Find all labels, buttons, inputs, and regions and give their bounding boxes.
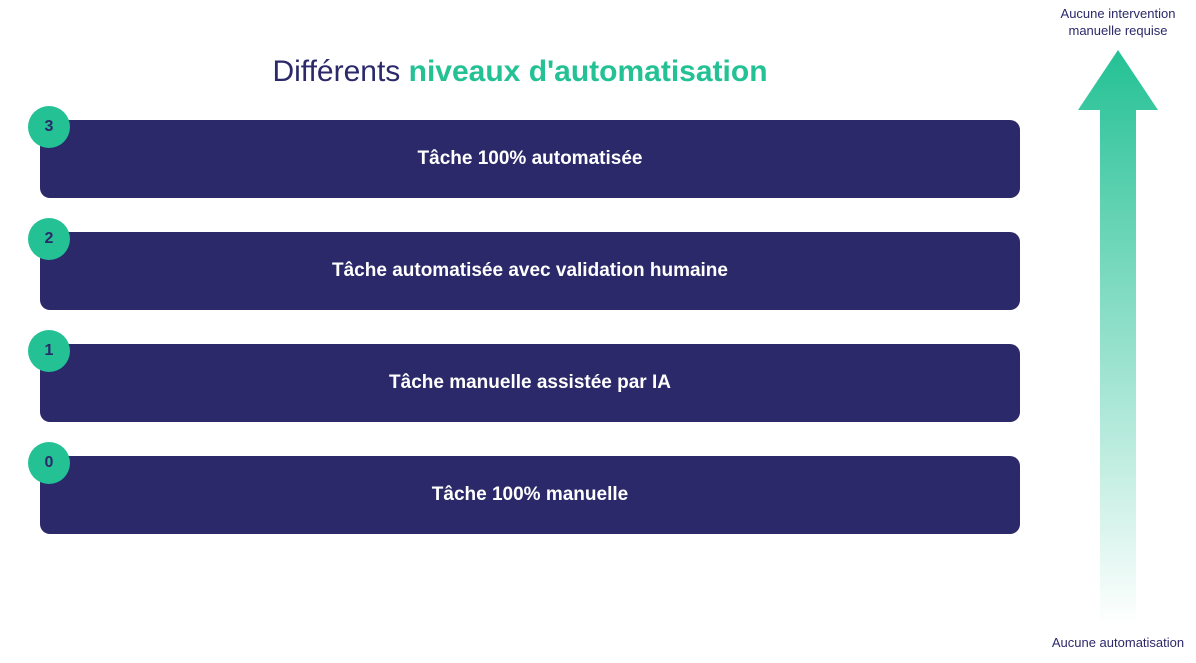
level-bar-3: Tâche 100% automatisée <box>40 120 1020 198</box>
page-title: Différents niveaux d'automatisation <box>0 55 1040 89</box>
level-number: 2 <box>45 230 54 248</box>
level-row-2: 2 Tâche automatisée avec validation huma… <box>40 232 1020 310</box>
level-badge-3: 3 <box>28 106 70 148</box>
level-label: Tâche 100% automatisée <box>418 148 643 170</box>
level-row-0: 0 Tâche 100% manuelle <box>40 456 1020 534</box>
level-bar-1: Tâche manuelle assistée par IA <box>40 344 1020 422</box>
level-badge-1: 1 <box>28 330 70 372</box>
level-badge-0: 0 <box>28 442 70 484</box>
arrow-bottom-label: Aucune automatisation <box>1040 635 1196 652</box>
level-number: 0 <box>45 454 54 472</box>
level-label: Tâche 100% manuelle <box>432 484 628 506</box>
levels-container: 3 Tâche 100% automatisée 2 Tâche automat… <box>40 120 1020 568</box>
level-number: 1 <box>45 342 54 360</box>
level-bar-2: Tâche automatisée avec validation humain… <box>40 232 1020 310</box>
arrow-top-label: Aucune intervention manuelle requise <box>1040 6 1196 40</box>
level-label: Tâche automatisée avec validation humain… <box>332 260 728 282</box>
level-badge-2: 2 <box>28 218 70 260</box>
level-bar-0: Tâche 100% manuelle <box>40 456 1020 534</box>
level-row-3: 3 Tâche 100% automatisée <box>40 120 1020 198</box>
gradient-arrow-icon <box>1078 50 1158 625</box>
title-part1: Différents <box>272 55 408 88</box>
arrow-column: Aucune intervention manuelle requise Auc… <box>1040 0 1196 663</box>
level-row-1: 1 Tâche manuelle assistée par IA <box>40 344 1020 422</box>
level-number: 3 <box>45 118 54 136</box>
level-label: Tâche manuelle assistée par IA <box>389 372 671 394</box>
title-part2: niveaux d'automatisation <box>409 55 768 88</box>
